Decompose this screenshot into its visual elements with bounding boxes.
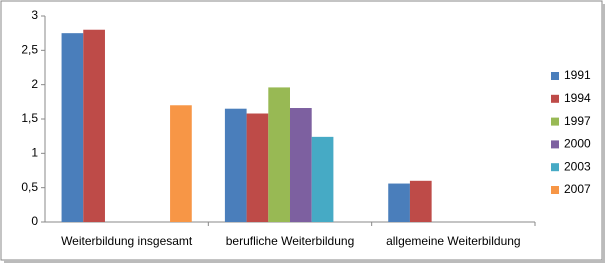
bar — [246, 113, 269, 222]
bar — [388, 183, 410, 222]
bar — [170, 105, 192, 222]
legend-swatch — [551, 72, 559, 80]
legend-label: 2007 — [564, 182, 591, 196]
legend-label: 2000 — [564, 137, 591, 151]
legend-swatch — [551, 163, 559, 172]
x-tick-label: berufliche Weiterbildung — [226, 234, 355, 248]
legend-label: 1991 — [564, 68, 591, 82]
y-tick-label: 1 — [31, 146, 38, 160]
bar — [224, 108, 247, 222]
legend-swatch — [551, 117, 559, 126]
y-tick-label: 3 — [31, 8, 38, 22]
bar — [83, 29, 105, 222]
x-tick-label: allgemeine Weiterbildung — [386, 234, 521, 248]
bar — [311, 136, 334, 222]
bar — [290, 108, 312, 222]
bar — [61, 33, 84, 222]
legend-label: 1997 — [564, 114, 591, 128]
frame-shadow — [602, 4, 605, 263]
bar — [409, 180, 432, 222]
frame-shadow — [4, 260, 604, 263]
y-tick-label: 1,5 — [21, 111, 38, 125]
y-tick-label: 0 — [31, 214, 38, 228]
legend-label: 1994 — [564, 91, 591, 105]
y-tick-label: 2 — [31, 77, 38, 91]
bar — [268, 87, 290, 222]
legend-swatch — [551, 94, 559, 103]
y-tick-label: 2,5 — [21, 43, 38, 57]
legend-swatch — [551, 140, 559, 149]
legend-swatch — [551, 186, 559, 194]
legend-label: 2003 — [564, 159, 591, 173]
y-tick-label: 0,5 — [21, 180, 38, 194]
x-tick-label: Weiterbildung insgesamt — [61, 234, 193, 248]
